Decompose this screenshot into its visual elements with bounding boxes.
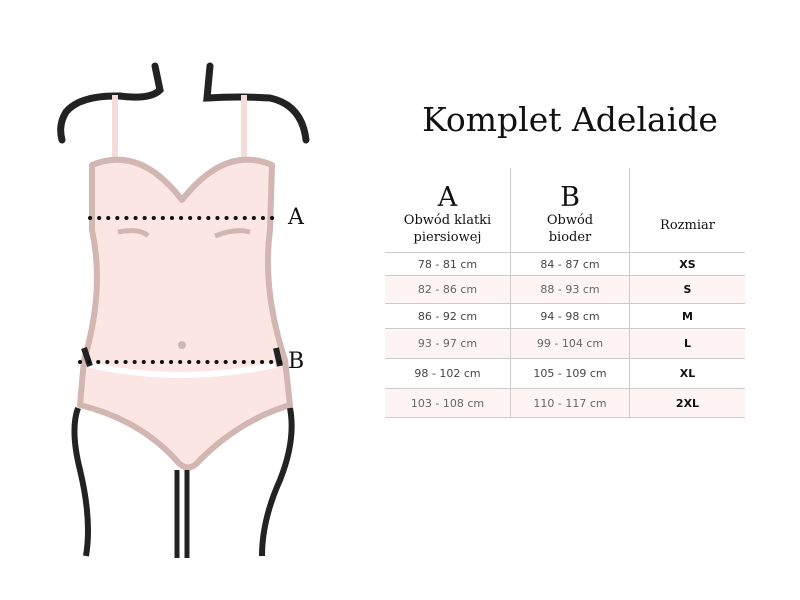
size-cell: M: [682, 309, 693, 323]
marker-b: B: [288, 349, 305, 374]
bust-cell: 86 - 92 cm: [385, 304, 511, 328]
table-row: 82 - 86 cm 88 - 93 cm S: [385, 276, 745, 304]
bust-cell: 82 - 86 cm: [385, 276, 511, 303]
table-row: 93 - 97 cm 99 - 104 cm L: [385, 329, 745, 359]
hips-cell: 110 - 117 cm: [511, 389, 630, 417]
hips-cell: 94 - 98 cm: [511, 304, 630, 328]
size-cell: XL: [679, 367, 696, 380]
hips-cell: 105 - 109 cm: [511, 359, 630, 388]
header-text: Rozmiar: [660, 217, 715, 233]
header-size: Rozmiar: [630, 168, 745, 252]
bust-cell: 103 - 108 cm: [385, 389, 511, 417]
table-header: A Obwód klatki piersiowej B Obwód bioder…: [385, 168, 745, 253]
size-cell: 2XL: [675, 396, 700, 410]
table-row: 86 - 92 cm 94 - 98 cm M: [385, 304, 745, 329]
bust-cell: 98 - 102 cm: [385, 359, 511, 388]
table-row: 98 - 102 cm 105 - 109 cm XL: [385, 359, 745, 389]
hanger-left: [57, 62, 164, 144]
header-letter: B: [560, 182, 580, 213]
table-row: 78 - 81 cm 84 - 87 cm XS: [385, 253, 745, 276]
size-cell: XS: [679, 257, 696, 271]
garment-illustration: [57, 62, 310, 558]
marker-a: A: [288, 205, 304, 230]
header-letter: A: [437, 182, 458, 213]
navel: [178, 341, 186, 349]
hanger-right: [203, 62, 310, 144]
size-cell: L: [683, 337, 691, 350]
header-text: Obwód: [546, 213, 594, 228]
garter-right: [259, 407, 295, 557]
garter-left: [71, 406, 91, 557]
waist-band: [89, 362, 276, 378]
cup-line-right: [214, 228, 251, 239]
bust-cell: 78 - 81 cm: [385, 253, 511, 275]
header-bust: A Obwód klatki piersiowej: [385, 168, 511, 252]
size-table: A Obwód klatki piersiowej B Obwód bioder…: [385, 168, 745, 418]
hips-cell: 99 - 104 cm: [511, 329, 630, 358]
header-text: piersiowej: [413, 230, 482, 245]
page-title: Komplet Adelaide: [422, 100, 718, 139]
header-text: Obwód klatki: [403, 213, 492, 228]
bodysuit: [77, 156, 293, 471]
header-hips: B Obwód bioder: [511, 168, 630, 252]
hips-cell: 84 - 87 cm: [511, 253, 630, 275]
header-text: bioder: [548, 230, 592, 245]
bust-cell: 93 - 97 cm: [385, 329, 511, 358]
cup-line-left: [117, 228, 150, 238]
size-cell: S: [683, 283, 692, 296]
table-row: 103 - 108 cm 110 - 117 cm 2XL: [385, 389, 745, 418]
hips-cell: 88 - 93 cm: [511, 276, 630, 303]
